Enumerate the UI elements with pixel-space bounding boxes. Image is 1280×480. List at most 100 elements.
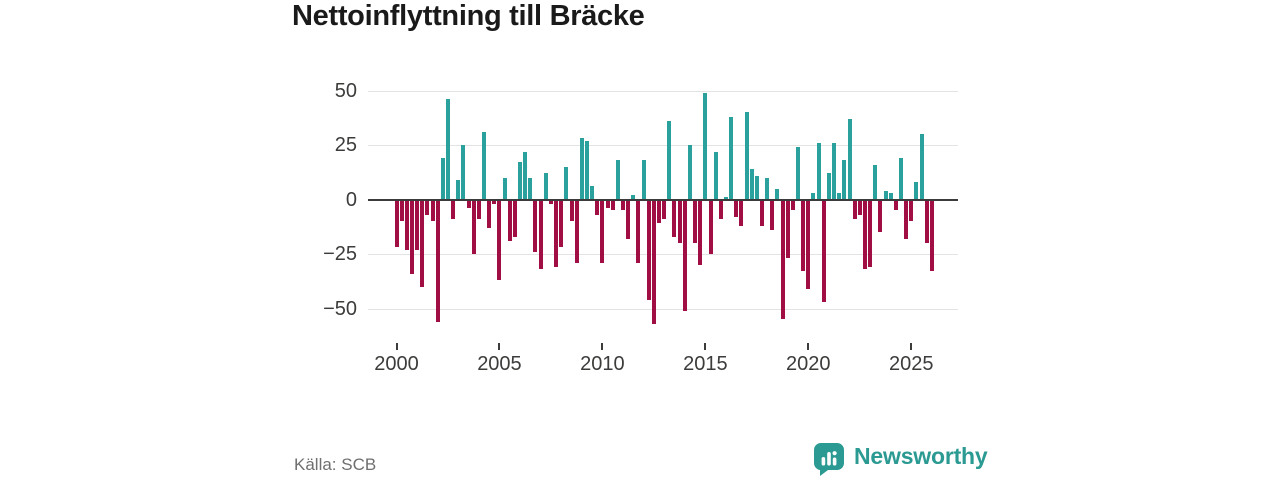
bar <box>590 186 595 200</box>
bar <box>816 142 821 200</box>
bar <box>744 112 749 200</box>
bar <box>924 199 929 244</box>
bar <box>621 199 625 211</box>
x-axis-label: 2010 <box>580 353 625 375</box>
bar <box>904 199 909 239</box>
y-axis-label: 0 <box>345 188 357 211</box>
x-axis-tick <box>807 343 810 350</box>
bar <box>739 199 744 226</box>
bar <box>543 173 548 200</box>
y-axis-label: −25 <box>323 243 357 265</box>
bar <box>584 140 589 200</box>
bar <box>610 199 615 211</box>
bar <box>826 173 831 200</box>
bar <box>497 199 502 281</box>
y-axis-label: 25 <box>334 134 357 156</box>
x-axis-label: 2020 <box>786 353 831 375</box>
bar <box>883 190 888 200</box>
gridline <box>368 254 958 255</box>
bar <box>600 199 605 263</box>
bar <box>574 199 579 263</box>
bar <box>523 151 528 200</box>
bar <box>770 199 775 231</box>
bar <box>862 199 867 270</box>
bar <box>780 199 785 320</box>
bar <box>842 160 847 200</box>
bar <box>564 166 569 200</box>
bar <box>569 199 574 222</box>
newsworthy-logo: Newsworthy <box>813 442 988 476</box>
bar <box>507 199 512 241</box>
bar <box>801 199 806 272</box>
gridline <box>368 145 958 146</box>
gridline <box>368 308 958 310</box>
bar <box>718 199 723 220</box>
bar <box>914 182 919 200</box>
bar <box>492 199 497 204</box>
bar <box>651 199 656 324</box>
bar <box>445 99 450 200</box>
bar <box>760 199 764 226</box>
bar <box>394 199 399 248</box>
x-axis-tick <box>704 343 707 350</box>
bar <box>461 145 466 200</box>
bar <box>420 199 425 287</box>
bar <box>409 199 414 274</box>
bar <box>646 199 651 300</box>
newsworthy-logo-icon <box>813 443 844 476</box>
bar <box>487 199 492 228</box>
bar <box>703 92 708 200</box>
x-axis-tick <box>601 343 604 350</box>
bar <box>559 199 564 248</box>
bar <box>713 151 718 200</box>
bar <box>615 160 620 200</box>
y-axis-label: 50 <box>334 79 357 102</box>
bar <box>579 138 584 200</box>
x-axis-label: 2015 <box>683 353 728 375</box>
bar <box>451 199 456 220</box>
bar <box>832 142 837 200</box>
bar <box>806 199 811 289</box>
bar <box>796 147 801 200</box>
bar <box>425 199 430 215</box>
bar <box>873 164 878 200</box>
y-axis-label: −50 <box>323 297 357 320</box>
bar <box>667 121 672 200</box>
zero-line <box>368 198 958 201</box>
x-axis-label: 2005 <box>477 353 522 375</box>
bar <box>847 118 852 200</box>
x-axis-tick <box>498 343 501 350</box>
bar <box>641 160 646 200</box>
bar <box>909 199 914 222</box>
x-axis-label: 2025 <box>889 353 934 375</box>
bar <box>893 199 898 211</box>
bar <box>415 199 420 250</box>
bar <box>677 199 682 244</box>
bar <box>482 131 487 200</box>
bar <box>548 199 553 204</box>
bar <box>868 199 873 268</box>
bar <box>471 199 476 254</box>
bar <box>754 175 759 200</box>
bar <box>554 199 559 268</box>
bar <box>518 162 523 200</box>
bar <box>765 177 770 200</box>
gridline <box>368 90 958 92</box>
bar <box>476 199 481 220</box>
bar <box>723 197 728 200</box>
bar <box>512 199 517 237</box>
bar <box>693 199 698 244</box>
x-axis-tick <box>910 343 913 350</box>
bar <box>538 199 543 270</box>
bar <box>857 199 862 215</box>
bar <box>899 158 903 200</box>
bar <box>456 179 461 200</box>
bar <box>888 192 893 200</box>
bar <box>775 188 780 200</box>
bar <box>821 199 826 302</box>
bar <box>852 199 857 220</box>
bar <box>919 134 924 200</box>
bar <box>440 158 445 200</box>
